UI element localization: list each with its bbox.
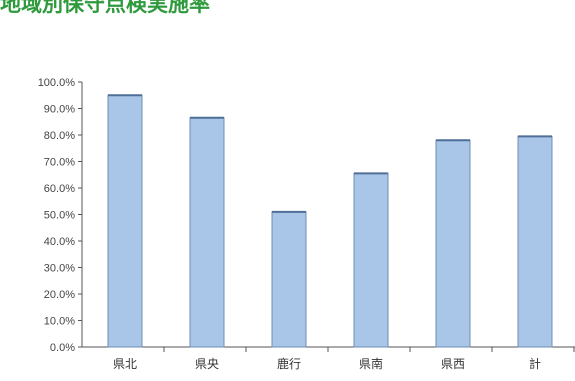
bars	[107, 94, 553, 348]
bar-2	[189, 117, 225, 348]
y-axis: 0.0% 10.0% 20.0% 30.0% 40.0% 50.0% 60.0% 70.0% 8…	[38, 77, 83, 354]
y-tick-label: 40.0%	[44, 236, 75, 248]
y-tick-label: 20.0%	[44, 289, 75, 301]
category-label: 県北	[113, 357, 137, 371]
y-tick-label: 100.0%	[38, 77, 76, 89]
bar-5	[435, 139, 471, 348]
y-tick-label: 0.0%	[50, 342, 75, 354]
bar-6	[517, 135, 553, 348]
y-tick-label: 70.0%	[44, 157, 75, 169]
category-label: 県央	[195, 357, 219, 371]
x-axis	[82, 346, 575, 352]
y-tick-label: 60.0%	[44, 183, 75, 195]
category-label: 県南	[359, 356, 383, 371]
y-tick-label: 80.0%	[44, 130, 75, 142]
category-label: 県西	[441, 357, 465, 371]
y-tick-label: 50.0%	[44, 210, 75, 222]
y-tick-label: 10.0%	[44, 316, 75, 328]
bar-4	[353, 172, 389, 348]
category-label: 計	[529, 356, 541, 371]
bar-1	[107, 94, 143, 348]
y-tick-label: 30.0%	[44, 263, 75, 275]
category-labels: 県北 県央 鹿行 県南 県西 計	[113, 356, 541, 371]
category-label: 鹿行	[277, 356, 301, 371]
chart-title: 地域別保守点検実施率	[0, 0, 210, 16]
bar-3	[271, 211, 307, 348]
y-tick-label: 90.0%	[44, 104, 75, 116]
